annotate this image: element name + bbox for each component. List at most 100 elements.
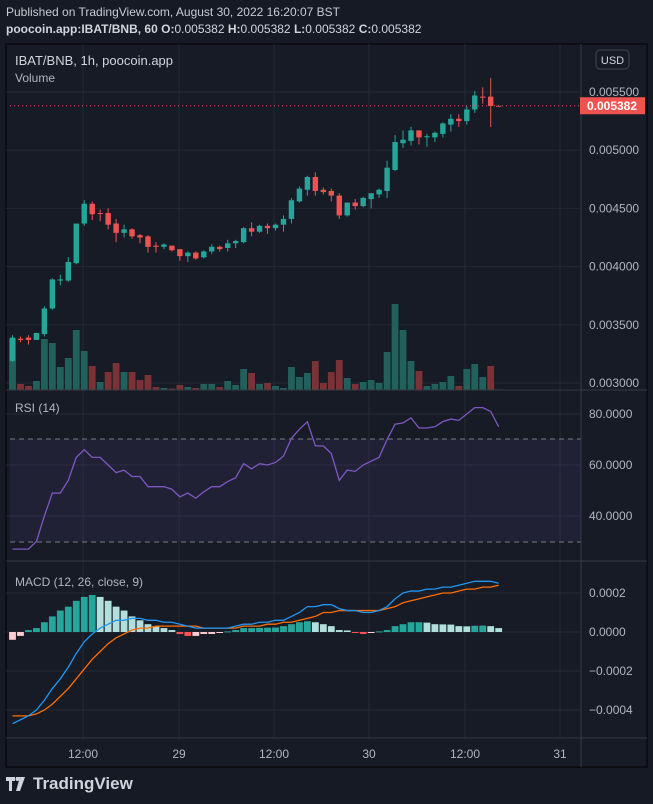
candle [121,224,127,238]
candle [416,130,422,145]
rsi-pane [12,406,500,550]
candle-body [224,243,231,248]
macd-histogram-bar [487,626,495,632]
candle [81,200,87,226]
candle-body [49,279,56,309]
candle [360,196,366,208]
macd-histogram-bar [495,628,503,632]
macd-histogram-bar [272,627,279,632]
candle [336,193,342,219]
macd-histogram-bar [383,630,391,632]
macd-tick-label: 0.0000 [589,625,626,639]
candle-body [432,132,438,138]
candle-body [352,202,358,207]
volume-bar [168,388,176,390]
macd-histogram-bar [264,627,271,632]
high-value: 0.005382 [240,22,291,36]
rsi-tick-label: 60.0000 [589,458,633,472]
candle-body [41,308,48,335]
candle [296,186,303,203]
time-tick-label: 12:00 [450,747,480,761]
candle [400,130,406,148]
macd-histogram-bar [96,596,104,632]
candle [488,78,494,127]
candle-body [272,224,279,229]
high-label: H: [227,22,241,36]
volume-bar [351,384,359,390]
candle [480,87,486,104]
macd-histogram-bar [224,631,232,633]
candle-body [416,130,422,138]
candle [384,160,390,198]
time-tick-label: 12:00 [68,747,98,761]
candle [169,245,175,252]
candle-body [217,246,223,250]
price-tick-label: 0.004000 [589,260,639,274]
macd-histogram-bar [33,628,40,632]
volume-bar [463,369,471,390]
candle-body [408,130,414,141]
macd-histogram-bar [104,600,112,632]
tradingview-logo-icon [6,777,25,791]
volume-bar [327,372,335,390]
candle [464,105,470,125]
volume-bar [487,366,495,390]
candle-body [280,218,287,225]
currency-button[interactable]: USD [595,49,630,70]
candle [177,249,183,261]
candle [264,223,271,235]
candle [201,250,207,259]
volume-bar [240,369,248,390]
rsi-tick-label: 40.0000 [589,509,633,523]
candle-body [17,338,24,340]
rsi-line [12,406,500,550]
candle [432,131,438,143]
candle [9,335,16,363]
low-label: L: [293,22,306,36]
candle-body [464,109,470,122]
volume-bar [335,360,343,390]
candle [376,188,382,198]
volume-bar [232,385,240,390]
macd-histogram-bar [40,622,48,632]
last-price-label [580,97,645,115]
tradingview-logo[interactable]: TradingView [6,774,133,794]
currency-label: USD [601,55,624,67]
candle-body [472,95,478,110]
price-tick-label: 0.004500 [589,201,639,215]
volume-bar [192,388,200,390]
price-tick-label: 0.003000 [589,376,639,390]
macd-histogram-bar [479,625,487,632]
volume-bar [296,377,303,390]
candle [41,306,48,337]
candle [232,239,239,248]
volume-bar [391,304,399,390]
candle-body [448,118,454,125]
macd-histogram-bar [136,620,144,632]
macd-line [12,580,499,725]
candle-body [145,236,151,247]
volume-bar [64,358,72,390]
candle-body [129,229,135,237]
candle-body [344,202,350,216]
candle-body [209,246,215,252]
macd-histogram-bar [80,596,88,632]
candle-body [169,245,175,251]
symbol-label: poocoin.app:IBAT/BNB, 60 [6,22,158,36]
close-label: C: [358,22,372,36]
candle [328,188,334,202]
candle-body [65,261,71,281]
candle [312,172,319,196]
volume-bar [383,352,391,390]
macd-histogram-bar [88,594,96,632]
candle-body [392,142,398,170]
candle [344,202,350,217]
volume-bar [200,384,208,390]
candle-body [240,228,247,243]
macd-histogram-bar [463,626,471,632]
volume-bar [9,338,16,390]
candle-body [304,176,311,190]
brand-name: TradingView [33,774,133,793]
candle [424,133,430,147]
